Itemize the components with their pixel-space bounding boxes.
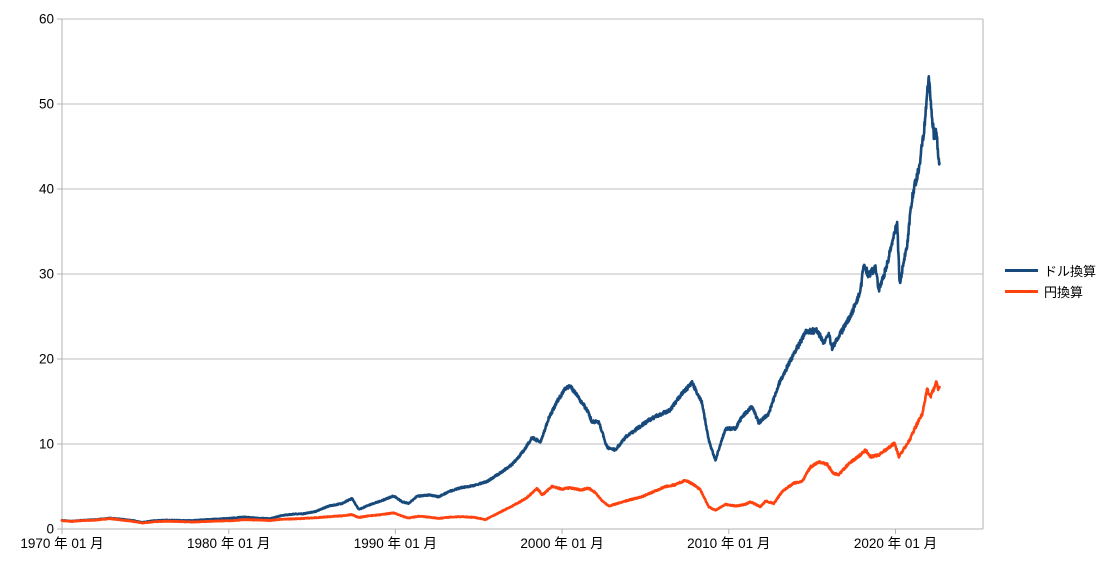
y-axis-label-0: 0 — [46, 522, 54, 537]
y-axis-label-60: 60 — [39, 12, 54, 27]
y-axis-label-40: 40 — [39, 182, 54, 197]
legend-swatch-jpy — [1005, 289, 1038, 293]
legend-item-usd: ドル換算 — [1005, 261, 1096, 279]
legend-label-usd: ドル換算 — [1044, 263, 1097, 279]
x-axis-label-2000: 2000 年 01 月 — [520, 536, 603, 551]
legend-item-jpy: 円換算 — [1005, 282, 1096, 300]
series-line-jpy — [60, 380, 941, 525]
x-axis-label-1980: 1980 年 01 月 — [187, 536, 270, 551]
y-axis-label-20: 20 — [39, 352, 54, 367]
legend-label-jpy: 円換算 — [1044, 284, 1084, 300]
legend-swatch-usd — [1005, 268, 1038, 272]
chart-legend: ドル換算 円換算 — [1005, 261, 1096, 300]
series-line-usd — [60, 75, 941, 524]
x-axis-label-1970: 1970 年 01 月 — [20, 536, 103, 551]
y-axis-label-30: 30 — [39, 267, 54, 282]
y-axis-label-10: 10 — [39, 437, 54, 452]
x-axis-label-1990: 1990 年 01 月 — [354, 536, 437, 551]
y-axis-label-50: 50 — [39, 97, 54, 112]
x-axis-label-2020: 2020 年 01 月 — [854, 536, 937, 551]
x-axis-label-2010: 2010 年 01 月 — [687, 536, 770, 551]
